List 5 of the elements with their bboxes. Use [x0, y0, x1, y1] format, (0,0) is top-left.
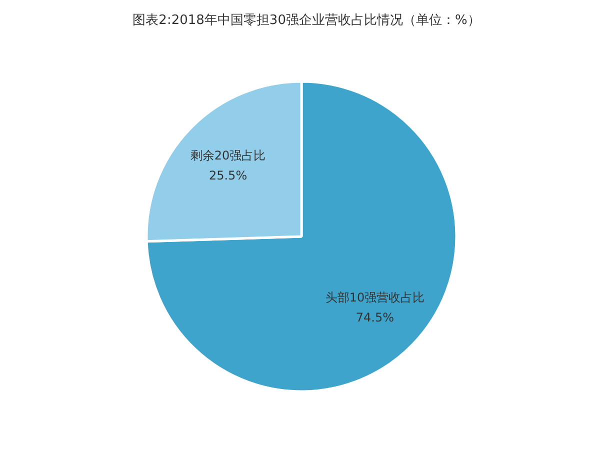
data-label: 74.5% [356, 310, 394, 325]
chart-title: 图表2:2018年中国零担30强企业营收占比情况（单位：%） [132, 13, 480, 28]
slice-label: 剩余20强占比 [190, 148, 266, 162]
data-label: 25.5% [208, 168, 248, 182]
slice-label: 头部10强营收占比 [325, 290, 425, 305]
